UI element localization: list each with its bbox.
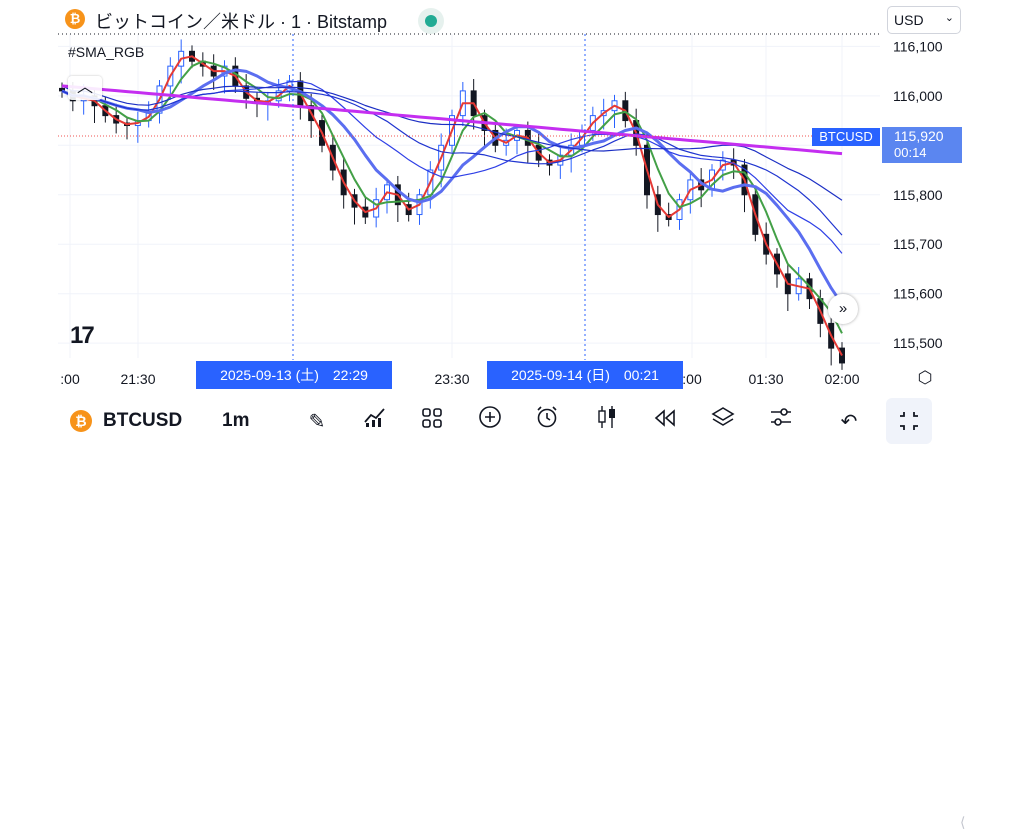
price-chart[interactable]: 116,100116,000115,900115,800115,700115,6… xyxy=(0,0,1024,473)
last-price-value: 115,920 xyxy=(894,128,944,144)
y-tick-label: 116,000 xyxy=(893,88,943,104)
candle-style-icon[interactable] xyxy=(590,405,624,439)
bottom-toolbar: ₿ BTCUSD 1m ✎ ↶ ⟨ xyxy=(0,398,1024,830)
overflow-icon: ⟨ xyxy=(960,814,966,830)
templates-grid-icon[interactable] xyxy=(415,405,449,439)
symbol-price-tag: BTCUSD xyxy=(812,128,880,146)
y-tick-label: 115,800 xyxy=(893,187,943,203)
currency-label: USD xyxy=(894,12,924,28)
drawing-pen-icon[interactable]: ✎ xyxy=(308,411,326,433)
bitcoin-icon: ₿ xyxy=(65,9,85,29)
x-tick-label: 23:30 xyxy=(434,371,469,387)
bitcoin-icon: ₿ xyxy=(70,410,92,432)
last-price-label: 115,920 00:14 xyxy=(882,127,962,163)
crosshair-time-label-2: 2025-09-14 (日) 00:21 xyxy=(487,361,683,389)
replay-icon[interactable] xyxy=(648,405,682,439)
undo-icon[interactable]: ↶ xyxy=(840,411,858,433)
sma-line xyxy=(61,85,843,201)
chevron-down-icon: ⌄ xyxy=(944,12,954,24)
market-status-icon[interactable] xyxy=(418,8,444,34)
x-tick-label: :00 xyxy=(682,371,702,387)
fullscreen-exit-button[interactable] xyxy=(886,398,932,444)
x-tick-label: 02:00 xyxy=(824,371,859,387)
fullscreen-exit-icon xyxy=(900,412,918,430)
alert-clock-icon[interactable] xyxy=(530,405,564,439)
chevron-up-icon[interactable]: ︿ xyxy=(68,76,102,100)
x-tick-label: 21:30 xyxy=(120,371,155,387)
x-tick-label: 01:30 xyxy=(748,371,783,387)
chart-header: ₿ ビットコイン／米ドル · 1 · Bitstamp USD ⌄ xyxy=(0,0,1024,40)
x-tick-label: :00 xyxy=(60,371,80,387)
currency-select[interactable]: USD ⌄ xyxy=(887,6,961,34)
sma-line xyxy=(61,60,843,334)
crosshair-time-label-1: 2025-09-13 (土) 22:29 xyxy=(196,361,392,389)
y-tick-label: 115,500 xyxy=(893,335,943,351)
y-tick-label: 115,700 xyxy=(893,236,943,252)
toolbar-interval[interactable]: 1m xyxy=(222,410,250,431)
layers-icon[interactable] xyxy=(706,405,740,439)
candle-body xyxy=(59,87,65,92)
y-tick-label: 116,100 xyxy=(893,38,943,54)
settings-sliders-icon[interactable] xyxy=(764,405,798,439)
toolbar-symbol[interactable]: BTCUSD xyxy=(103,410,183,431)
sma-line xyxy=(61,68,844,306)
indicators-icon[interactable] xyxy=(358,405,392,439)
scroll-to-realtime-button[interactable]: » xyxy=(828,294,858,324)
sma-line xyxy=(61,84,843,156)
candle-body xyxy=(839,347,845,364)
symbol-title[interactable]: ビットコイン／米ドル · 1 · Bitstamp xyxy=(95,12,388,32)
chart-settings-icon[interactable]: ⬡ xyxy=(917,368,933,387)
y-tick-label: 115,600 xyxy=(893,286,943,302)
sma-line xyxy=(61,55,843,356)
indicator-label[interactable]: #SMA_RGB xyxy=(68,44,145,60)
tradingview-logo[interactable]: 17 xyxy=(70,322,95,349)
bar-countdown: 00:14 xyxy=(894,145,927,160)
add-plus-icon[interactable] xyxy=(473,405,507,439)
